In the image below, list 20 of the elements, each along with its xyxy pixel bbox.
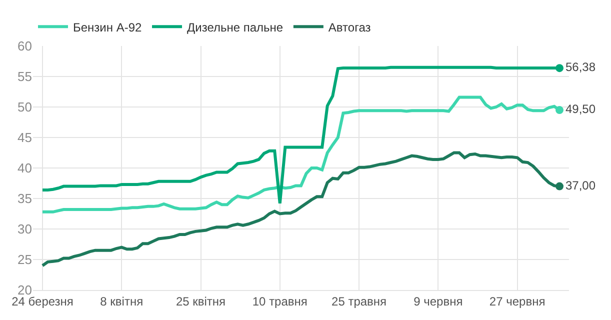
data-label: 56,38 [566, 60, 596, 74]
x-tick-label: 25 квітня [176, 294, 226, 308]
legend-label: Дизельне пальне [187, 20, 284, 34]
y-tick-label: 50 [18, 100, 32, 115]
x-tick-label: 9 червня [414, 294, 463, 308]
legend-label: Автогаз [328, 20, 372, 34]
x-tick-label: 27 червня [489, 294, 546, 308]
y-tick-label: 25 [18, 252, 32, 268]
x-tick-label: 10 травня [252, 294, 308, 308]
y-tick-label: 55 [18, 69, 32, 84]
y-tick-label: 45 [18, 130, 32, 146]
data-label: 49,50 [566, 102, 596, 116]
x-tick-label: 8 квітня [100, 294, 144, 308]
legend-label: Бензин А-92 [73, 20, 142, 34]
data-label: 37,00 [566, 178, 596, 192]
y-tick-label: 40 [18, 160, 32, 176]
y-tick-label: 30 [18, 222, 32, 237]
x-tick-label: 25 травня [332, 294, 387, 308]
y-tick-label: 60 [18, 38, 32, 54]
y-tick-label: 35 [18, 191, 32, 206]
